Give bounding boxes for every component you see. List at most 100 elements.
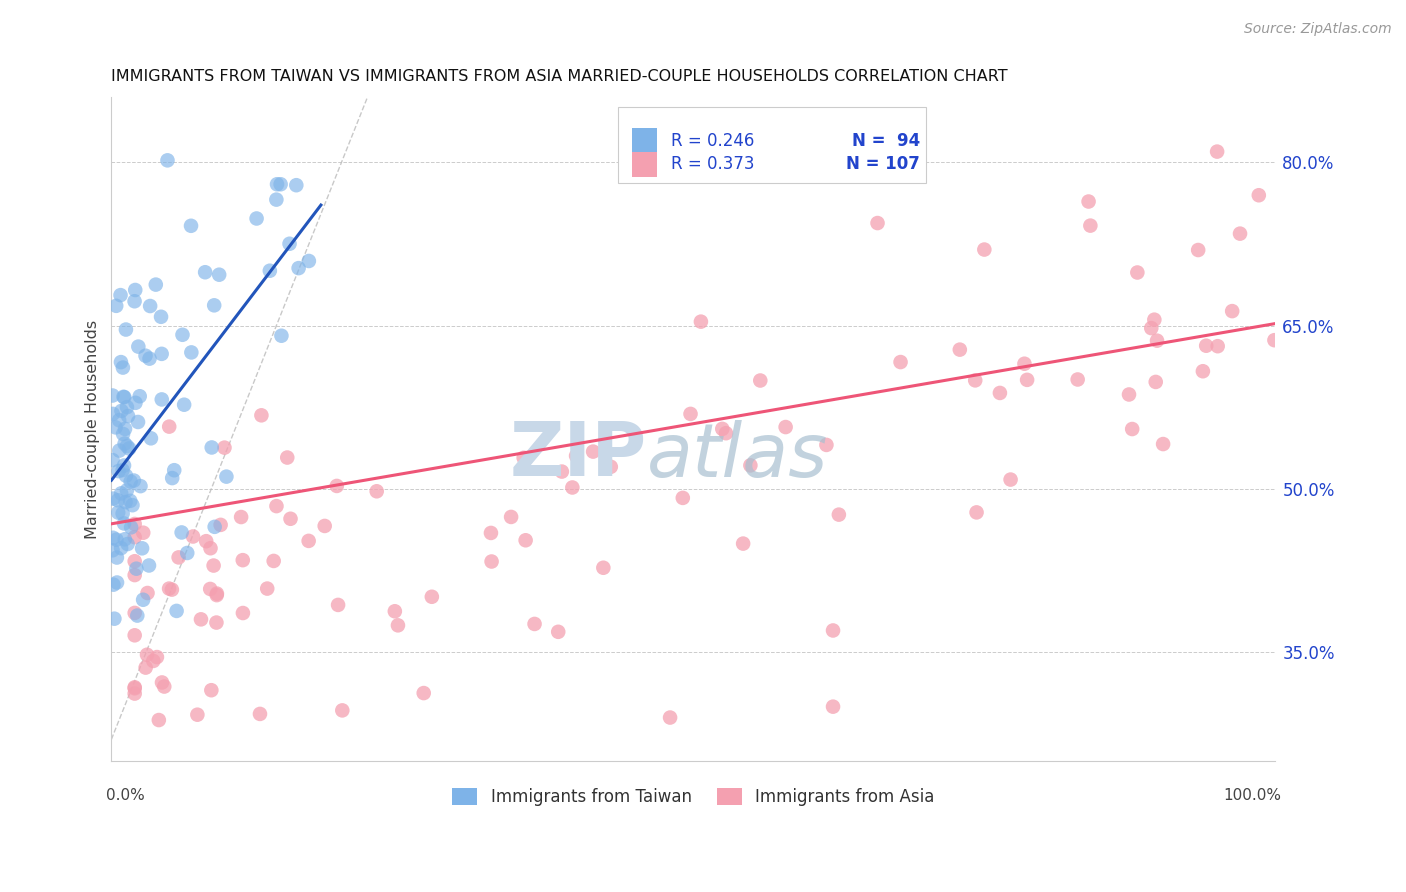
Point: [276, 450, 298, 465]
Point: [101, 491, 124, 506]
Point: [592, 560, 614, 574]
Point: [966, 505, 988, 519]
Point: [148, 713, 170, 727]
Point: [112, 516, 135, 531]
Y-axis label: Married-couple Households: Married-couple Households: [86, 319, 100, 539]
Point: [1077, 194, 1099, 209]
Point: [120, 475, 142, 489]
Point: [551, 465, 574, 479]
Text: atlas: atlas: [647, 420, 828, 491]
Point: [104, 420, 127, 434]
Point: [110, 486, 132, 500]
Point: [200, 541, 222, 556]
Point: [366, 484, 388, 499]
Point: [101, 453, 124, 467]
Point: [124, 530, 146, 544]
Point: [124, 283, 146, 297]
Point: [103, 612, 125, 626]
Point: [330, 703, 353, 717]
Point: [249, 706, 271, 721]
Point: [157, 582, 180, 596]
Point: [173, 398, 195, 412]
Point: [138, 558, 160, 573]
Point: [270, 328, 292, 343]
Point: [740, 458, 762, 473]
Point: [263, 554, 285, 568]
Point: [690, 315, 713, 329]
Point: [138, 351, 160, 366]
Point: [672, 491, 695, 505]
Point: [659, 710, 682, 724]
Text: Source: ZipAtlas.com: Source: ZipAtlas.com: [1244, 22, 1392, 37]
Point: [412, 686, 434, 700]
Text: R = 0.373: R = 0.373: [671, 155, 755, 173]
Point: [205, 615, 228, 630]
Point: [266, 499, 288, 513]
Point: [112, 390, 135, 404]
Point: [112, 427, 135, 442]
Point: [821, 699, 844, 714]
Point: [711, 422, 734, 436]
Point: [124, 681, 146, 695]
Point: [146, 650, 169, 665]
Point: [285, 178, 308, 193]
Point: [145, 277, 167, 292]
Point: [107, 464, 129, 478]
Point: [1206, 145, 1229, 159]
Point: [160, 582, 183, 597]
Point: [114, 495, 136, 509]
Point: [259, 264, 281, 278]
Point: [1206, 339, 1229, 353]
Point: [180, 219, 202, 233]
Point: [124, 294, 146, 309]
Point: [326, 598, 349, 612]
Point: [136, 586, 159, 600]
Point: [112, 458, 135, 473]
Point: [111, 360, 134, 375]
Point: [110, 355, 132, 369]
Point: [101, 407, 124, 421]
Point: [965, 373, 987, 387]
Point: [749, 374, 772, 388]
Point: [501, 510, 523, 524]
Bar: [631, 152, 657, 177]
Point: [266, 193, 288, 207]
Point: [1143, 312, 1166, 326]
Point: [599, 459, 621, 474]
Point: [114, 436, 136, 450]
Point: [1126, 265, 1149, 279]
Point: [105, 550, 128, 565]
Point: [194, 265, 217, 279]
Point: [973, 243, 995, 257]
Point: [1121, 422, 1143, 436]
Point: [815, 438, 838, 452]
Point: [278, 236, 301, 251]
Point: [153, 680, 176, 694]
Point: [561, 481, 583, 495]
Point: [190, 612, 212, 626]
Point: [287, 261, 309, 276]
Point: [110, 288, 132, 302]
Point: [280, 512, 302, 526]
Point: [114, 422, 136, 436]
Point: [195, 534, 218, 549]
Point: [890, 355, 912, 369]
Point: [136, 648, 159, 662]
Point: [142, 654, 165, 668]
Point: [679, 407, 702, 421]
Point: [1220, 304, 1243, 318]
Point: [1144, 375, 1167, 389]
Point: [135, 349, 157, 363]
Point: [180, 345, 202, 359]
Point: [156, 153, 179, 168]
Point: [1118, 387, 1140, 401]
Point: [120, 493, 142, 508]
Text: 100.0%: 100.0%: [1223, 788, 1281, 803]
Point: [176, 546, 198, 560]
Point: [256, 582, 278, 596]
Point: [1195, 339, 1218, 353]
Point: [200, 582, 222, 596]
Point: [582, 444, 605, 458]
Point: [172, 327, 194, 342]
Point: [204, 520, 226, 534]
